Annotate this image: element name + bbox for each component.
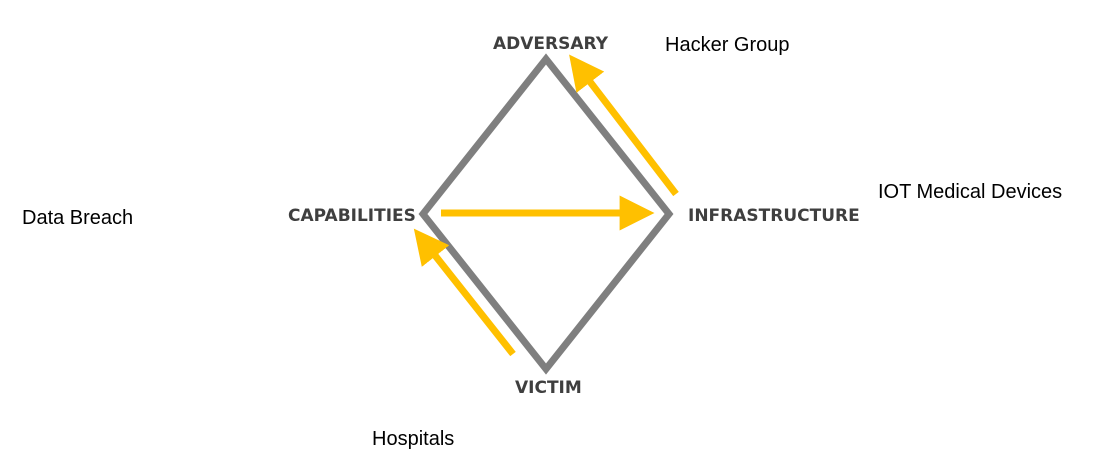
node-label-adversary: ADVERSARY: [493, 34, 608, 54]
note-iot-medical-devices: IOT Medical Devices: [878, 181, 1063, 203]
arrow-victim-to-capabilities: [413, 228, 516, 357]
arrow-infrastructure-to-adversary: [569, 54, 679, 197]
diamond-outline: [418, 53, 674, 375]
node-label-victim: VICTIM: [515, 378, 582, 398]
note-hacker-group: Hacker Group: [665, 34, 790, 56]
note-hospitals: Hospitals: [372, 428, 455, 450]
node-label-infrastructure: INFRASTRUCTURE: [688, 206, 860, 226]
note-data-breach: Data Breach: [22, 207, 134, 229]
node-label-capabilities: CAPABILITIES: [288, 206, 416, 226]
